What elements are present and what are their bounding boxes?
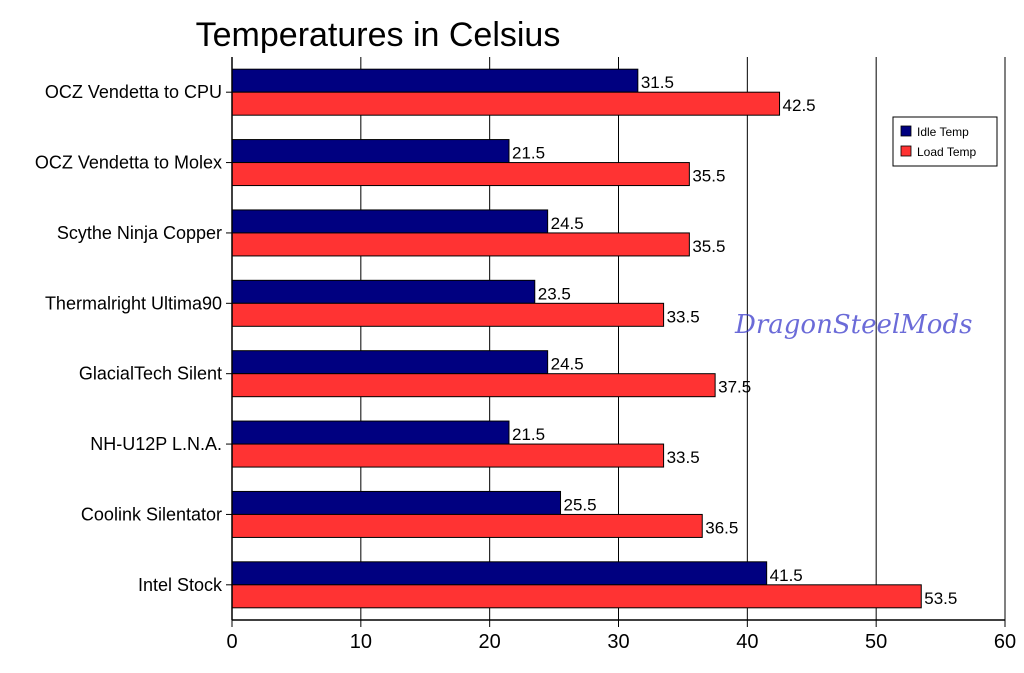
x-tick-label: 20 bbox=[479, 631, 501, 653]
axes bbox=[226, 57, 1006, 627]
data-label: 31.5 bbox=[641, 73, 674, 92]
bar-load bbox=[231, 373, 716, 398]
category-label: GlacialTech Silent bbox=[79, 364, 222, 384]
data-label: 42.5 bbox=[783, 96, 816, 115]
bar-idle bbox=[231, 139, 510, 164]
bar-load bbox=[231, 513, 703, 538]
category-label: OCZ Vendetta to Molex bbox=[35, 153, 222, 173]
category-label: Scythe Ninja Copper bbox=[57, 223, 222, 243]
labels: 31.5 42.5 OCZ Vendetta to CPU 21.5 35.5 OCZ V… bbox=[35, 73, 1016, 653]
data-label: 33.5 bbox=[667, 307, 700, 326]
data-label: 35.5 bbox=[692, 167, 725, 186]
category-label: Intel Stock bbox=[138, 575, 223, 595]
data-label: 24.5 bbox=[551, 214, 584, 233]
watermark: DragonSteelMods bbox=[734, 310, 972, 340]
category-label: NH-U12P L.N.A. bbox=[90, 434, 222, 454]
data-label: 21.5 bbox=[512, 425, 545, 444]
x-tick-label: 0 bbox=[226, 631, 237, 653]
bar-idle bbox=[231, 209, 549, 234]
x-tick-label: 10 bbox=[350, 631, 372, 653]
bar-load bbox=[231, 232, 690, 257]
bar-idle bbox=[231, 279, 536, 304]
bar-idle bbox=[231, 350, 549, 375]
x-tick-label: 50 bbox=[865, 631, 887, 653]
bar-idle bbox=[231, 68, 639, 93]
data-label: 37.5 bbox=[718, 378, 751, 397]
data-label: 21.5 bbox=[512, 144, 545, 163]
x-tick-label: 30 bbox=[607, 631, 629, 653]
x-tick-label: 60 bbox=[994, 631, 1016, 653]
data-label: 53.5 bbox=[924, 589, 957, 608]
legend-box bbox=[892, 116, 998, 167]
data-label: 23.5 bbox=[538, 284, 571, 303]
category-label: Thermalright Ultima90 bbox=[45, 293, 222, 313]
bar-idle bbox=[231, 561, 768, 586]
bar-idle bbox=[231, 420, 510, 445]
bar-load bbox=[231, 162, 690, 187]
bar-load bbox=[231, 443, 665, 468]
legend: Idle Temp Load Temp bbox=[892, 116, 998, 167]
legend-label: Idle Temp bbox=[917, 125, 969, 139]
bar-load bbox=[231, 91, 781, 116]
chart-title: Temperatures in Celsius bbox=[196, 16, 561, 54]
legend-swatch bbox=[900, 125, 912, 137]
legend-label: Load Temp bbox=[917, 145, 976, 159]
data-label: 36.5 bbox=[705, 518, 738, 537]
bar-load bbox=[231, 302, 665, 327]
data-label: 41.5 bbox=[770, 566, 803, 585]
data-label: 33.5 bbox=[667, 448, 700, 467]
bar-load bbox=[231, 584, 922, 609]
data-label: 35.5 bbox=[692, 237, 725, 256]
x-tick-label: 40 bbox=[736, 631, 758, 653]
category-label: OCZ Vendetta to CPU bbox=[45, 82, 222, 102]
data-label: 25.5 bbox=[564, 495, 597, 514]
data-label: 24.5 bbox=[551, 355, 584, 374]
bar-idle bbox=[231, 490, 562, 515]
legend-swatch bbox=[900, 145, 912, 157]
category-label: Coolink Silentator bbox=[81, 504, 222, 524]
